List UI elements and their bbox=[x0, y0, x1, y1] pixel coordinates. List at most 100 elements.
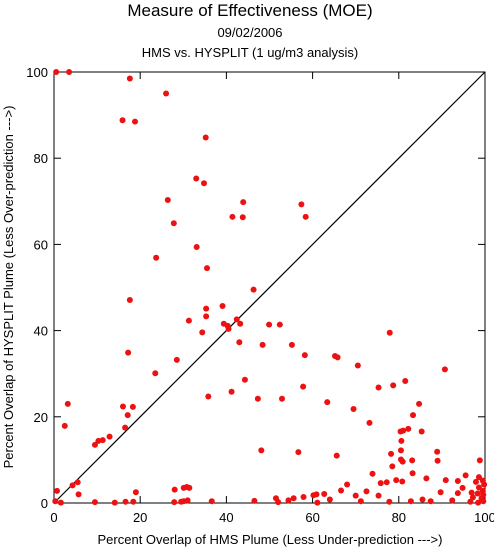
data-point bbox=[119, 403, 126, 410]
data-point bbox=[298, 201, 305, 208]
data-point bbox=[386, 329, 393, 336]
data-point bbox=[399, 458, 406, 465]
data-point bbox=[266, 321, 273, 328]
data-point bbox=[250, 286, 257, 293]
x-axis-ticks: 0 20 40 60 80 100 bbox=[50, 72, 494, 525]
data-point bbox=[405, 425, 412, 432]
data-point bbox=[170, 220, 177, 227]
x-axis-label: Percent Overlap of HMS Plume (Less Under… bbox=[98, 532, 443, 547]
data-point bbox=[366, 419, 373, 426]
chart-title: Measure of Effectiveness (MOE) bbox=[127, 1, 372, 20]
data-point bbox=[64, 400, 71, 407]
data-point bbox=[434, 448, 441, 455]
y-tick-label: 60 bbox=[34, 237, 48, 252]
data-point bbox=[333, 452, 340, 459]
data-point bbox=[357, 498, 364, 505]
data-point bbox=[152, 370, 159, 377]
data-point bbox=[239, 214, 246, 221]
data-point bbox=[419, 496, 426, 503]
data-point bbox=[91, 499, 98, 506]
data-point bbox=[454, 478, 461, 485]
data-point bbox=[288, 341, 295, 348]
data-point bbox=[338, 487, 345, 494]
data-point bbox=[475, 499, 482, 506]
data-point bbox=[300, 383, 307, 390]
data-point bbox=[228, 388, 235, 395]
data-point bbox=[164, 197, 171, 204]
data-point bbox=[124, 412, 131, 419]
data-point bbox=[334, 354, 341, 361]
data-point bbox=[352, 492, 359, 499]
data-point bbox=[302, 213, 309, 220]
data-point bbox=[75, 491, 82, 498]
data-point bbox=[225, 325, 232, 332]
y-tick-label: 80 bbox=[34, 151, 48, 166]
reference-line-y-equals-x bbox=[53, 71, 486, 504]
x-tick-label: 20 bbox=[133, 510, 147, 525]
data-point bbox=[171, 486, 178, 493]
data-point bbox=[240, 199, 247, 206]
data-point bbox=[350, 406, 357, 413]
data-point bbox=[416, 400, 423, 407]
data-point bbox=[375, 492, 382, 499]
data-point bbox=[324, 399, 331, 406]
x-tick-label: 80 bbox=[392, 510, 406, 525]
data-point bbox=[354, 362, 361, 369]
data-point bbox=[475, 484, 482, 491]
data-point bbox=[233, 316, 240, 323]
data-point bbox=[480, 498, 487, 505]
y-axis-ticks: 0 20 40 60 80 100 bbox=[26, 65, 485, 511]
data-point bbox=[313, 491, 320, 498]
data-point bbox=[472, 478, 479, 485]
data-point bbox=[57, 499, 64, 506]
y-tick-label: 40 bbox=[34, 324, 48, 339]
chart-subtitle: 09/02/2006 bbox=[217, 25, 282, 40]
data-points bbox=[52, 69, 488, 506]
data-point bbox=[409, 457, 416, 464]
data-point bbox=[295, 449, 302, 456]
data-point bbox=[459, 484, 466, 491]
plot-frame bbox=[53, 71, 486, 504]
data-point bbox=[130, 498, 137, 505]
data-point bbox=[122, 424, 129, 431]
data-point bbox=[363, 488, 370, 495]
data-point bbox=[418, 428, 425, 435]
data-point bbox=[388, 450, 395, 457]
data-point bbox=[427, 498, 434, 505]
y-tick-label: 20 bbox=[34, 410, 48, 425]
y-axis-label: Percent Overlap of HYSPLIT Plume (Less O… bbox=[1, 106, 16, 469]
data-point bbox=[204, 265, 211, 272]
data-point bbox=[386, 498, 393, 505]
data-point bbox=[229, 213, 236, 220]
data-point bbox=[383, 479, 390, 486]
data-point bbox=[314, 499, 321, 506]
data-point bbox=[409, 470, 416, 477]
data-point bbox=[326, 496, 333, 503]
data-point bbox=[163, 90, 170, 97]
data-point bbox=[184, 497, 191, 504]
data-point bbox=[398, 437, 405, 444]
data-point bbox=[193, 175, 200, 182]
y-tick-label: 0 bbox=[41, 496, 48, 511]
data-point bbox=[193, 243, 200, 250]
x-tick-label: 60 bbox=[305, 510, 319, 525]
data-point bbox=[400, 427, 407, 434]
data-point bbox=[259, 341, 266, 348]
data-point bbox=[53, 69, 60, 75]
data-point bbox=[393, 477, 400, 484]
data-point bbox=[91, 441, 98, 448]
data-point bbox=[475, 474, 482, 481]
data-point bbox=[375, 384, 382, 391]
data-point bbox=[369, 470, 376, 477]
data-point bbox=[241, 376, 248, 383]
data-point bbox=[441, 366, 448, 373]
data-point bbox=[469, 494, 476, 501]
data-point bbox=[462, 472, 469, 479]
data-point bbox=[468, 489, 475, 496]
data-point bbox=[402, 378, 409, 385]
data-point bbox=[219, 303, 226, 310]
data-point bbox=[74, 479, 81, 486]
data-point bbox=[66, 69, 73, 75]
data-point bbox=[171, 499, 178, 506]
data-point bbox=[106, 433, 113, 440]
